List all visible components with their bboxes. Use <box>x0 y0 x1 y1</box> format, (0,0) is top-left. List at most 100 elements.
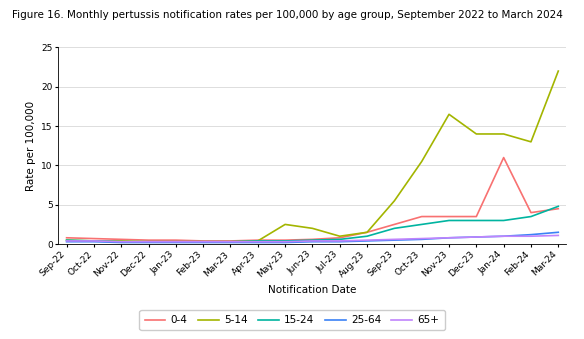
15-24 <box>446 218 453 222</box>
15-24 <box>555 204 562 208</box>
15-24 <box>309 238 316 242</box>
65+ <box>391 237 398 241</box>
15-24 <box>527 215 534 219</box>
15-24 <box>500 218 507 222</box>
0-4 <box>473 215 480 219</box>
15-24 <box>281 239 288 243</box>
15-24 <box>254 239 261 243</box>
Line: 25-64: 25-64 <box>67 232 558 242</box>
25-64 <box>555 230 562 234</box>
25-64 <box>63 240 70 244</box>
5-14 <box>63 238 70 242</box>
25-64 <box>418 237 425 241</box>
65+ <box>227 240 234 244</box>
25-64 <box>391 238 398 242</box>
X-axis label: Notification Date: Notification Date <box>268 285 357 295</box>
5-14 <box>391 199 398 203</box>
25-64 <box>446 236 453 240</box>
Line: 15-24: 15-24 <box>67 206 558 242</box>
0-4 <box>118 237 125 241</box>
65+ <box>172 240 179 244</box>
65+ <box>555 233 562 237</box>
15-24 <box>336 237 343 241</box>
Line: 5-14: 5-14 <box>67 71 558 242</box>
15-24 <box>63 238 70 242</box>
65+ <box>527 234 534 238</box>
5-14 <box>336 234 343 238</box>
Line: 0-4: 0-4 <box>67 158 558 241</box>
25-64 <box>364 239 371 243</box>
65+ <box>500 234 507 238</box>
5-14 <box>281 222 288 226</box>
0-4 <box>336 236 343 240</box>
65+ <box>418 237 425 241</box>
Legend: 0-4, 5-14, 15-24, 25-64, 65+: 0-4, 5-14, 15-24, 25-64, 65+ <box>140 310 444 331</box>
15-24 <box>172 240 179 244</box>
5-14 <box>91 239 98 243</box>
25-64 <box>91 240 98 244</box>
25-64 <box>281 240 288 244</box>
65+ <box>200 240 207 244</box>
25-64 <box>227 240 234 244</box>
0-4 <box>281 238 288 242</box>
0-4 <box>91 237 98 241</box>
0-4 <box>172 238 179 242</box>
5-14 <box>118 239 125 243</box>
25-64 <box>145 240 152 244</box>
0-4 <box>254 238 261 242</box>
5-14 <box>500 132 507 136</box>
15-24 <box>418 222 425 226</box>
25-64 <box>309 240 316 244</box>
5-14 <box>364 230 371 234</box>
25-64 <box>172 240 179 244</box>
25-64 <box>336 240 343 244</box>
5-14 <box>418 159 425 163</box>
Y-axis label: Rate per 100,000: Rate per 100,000 <box>26 101 36 191</box>
15-24 <box>91 239 98 243</box>
5-14 <box>254 239 261 243</box>
Text: Figure 16. Monthly pertussis notification rates per 100,000 by age group, Septem: Figure 16. Monthly pertussis notificatio… <box>12 10 562 20</box>
15-24 <box>364 234 371 238</box>
15-24 <box>227 240 234 244</box>
0-4 <box>555 207 562 211</box>
0-4 <box>145 238 152 242</box>
5-14 <box>172 240 179 244</box>
65+ <box>91 239 98 243</box>
Line: 65+: 65+ <box>67 235 558 242</box>
65+ <box>281 240 288 244</box>
0-4 <box>63 236 70 240</box>
15-24 <box>118 240 125 244</box>
15-24 <box>145 240 152 244</box>
0-4 <box>391 222 398 226</box>
25-64 <box>118 240 125 244</box>
0-4 <box>446 215 453 219</box>
5-14 <box>309 226 316 231</box>
25-64 <box>200 240 207 244</box>
25-64 <box>473 235 480 239</box>
65+ <box>336 239 343 243</box>
5-14 <box>527 140 534 144</box>
0-4 <box>500 156 507 160</box>
65+ <box>145 240 152 244</box>
65+ <box>473 235 480 239</box>
5-14 <box>473 132 480 136</box>
0-4 <box>309 237 316 241</box>
25-64 <box>500 234 507 238</box>
65+ <box>63 239 70 243</box>
65+ <box>446 236 453 240</box>
0-4 <box>200 239 207 243</box>
0-4 <box>527 211 534 215</box>
5-14 <box>446 112 453 116</box>
5-14 <box>145 240 152 244</box>
15-24 <box>391 226 398 231</box>
0-4 <box>418 215 425 219</box>
15-24 <box>200 240 207 244</box>
5-14 <box>227 240 234 244</box>
5-14 <box>200 240 207 244</box>
5-14 <box>555 69 562 73</box>
65+ <box>254 240 261 244</box>
65+ <box>364 238 371 242</box>
15-24 <box>473 218 480 222</box>
25-64 <box>254 240 261 244</box>
0-4 <box>227 239 234 243</box>
